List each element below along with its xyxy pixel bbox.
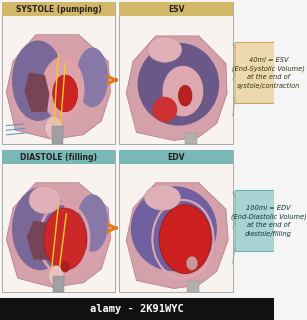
- Polygon shape: [126, 36, 227, 140]
- Ellipse shape: [48, 266, 64, 286]
- Ellipse shape: [131, 186, 217, 271]
- Text: 100ml = EDV
(End-Diastolic Volume)
at the end of
diastole/filling: 100ml = EDV (End-Diastolic Volume) at th…: [231, 205, 306, 237]
- Bar: [119, 2, 233, 16]
- Text: ESV: ESV: [168, 4, 185, 13]
- Text: EDV: EDV: [167, 153, 185, 162]
- Ellipse shape: [76, 47, 108, 107]
- Bar: [2, 150, 115, 292]
- Ellipse shape: [138, 43, 219, 126]
- Ellipse shape: [41, 57, 84, 121]
- Bar: [119, 2, 233, 144]
- Text: DIASTOLE (filling): DIASTOLE (filling): [20, 153, 97, 162]
- Bar: [185, 132, 196, 144]
- Polygon shape: [27, 221, 52, 260]
- Bar: [119, 150, 233, 292]
- Ellipse shape: [76, 194, 108, 252]
- Ellipse shape: [178, 85, 192, 106]
- Bar: [2, 150, 115, 164]
- Ellipse shape: [45, 116, 63, 140]
- Ellipse shape: [162, 66, 203, 116]
- Ellipse shape: [144, 185, 181, 210]
- Ellipse shape: [159, 204, 211, 274]
- Bar: [2, 2, 115, 16]
- Ellipse shape: [29, 186, 61, 214]
- Ellipse shape: [148, 37, 182, 62]
- Text: SYSTOLE (pumping): SYSTOLE (pumping): [16, 4, 101, 13]
- Polygon shape: [6, 183, 111, 287]
- Bar: [0, 298, 274, 320]
- Bar: [52, 126, 63, 144]
- Bar: [188, 281, 199, 292]
- Bar: [2, 2, 115, 144]
- Bar: [119, 150, 233, 164]
- Ellipse shape: [53, 75, 78, 112]
- Polygon shape: [6, 35, 111, 140]
- Bar: [53, 276, 64, 292]
- Ellipse shape: [61, 261, 70, 272]
- Polygon shape: [25, 73, 49, 112]
- Text: 40ml = ESV
(End-Systolic Volume)
at the end of
systole/contraction: 40ml = ESV (End-Systolic Volume) at the …: [232, 57, 305, 89]
- Ellipse shape: [152, 97, 177, 122]
- Text: alamy - 2K91WYC: alamy - 2K91WYC: [90, 304, 184, 314]
- Ellipse shape: [44, 208, 87, 270]
- FancyBboxPatch shape: [235, 43, 302, 103]
- Ellipse shape: [186, 256, 198, 270]
- Ellipse shape: [12, 41, 64, 121]
- Polygon shape: [126, 183, 228, 289]
- FancyBboxPatch shape: [235, 190, 302, 252]
- Ellipse shape: [12, 187, 68, 270]
